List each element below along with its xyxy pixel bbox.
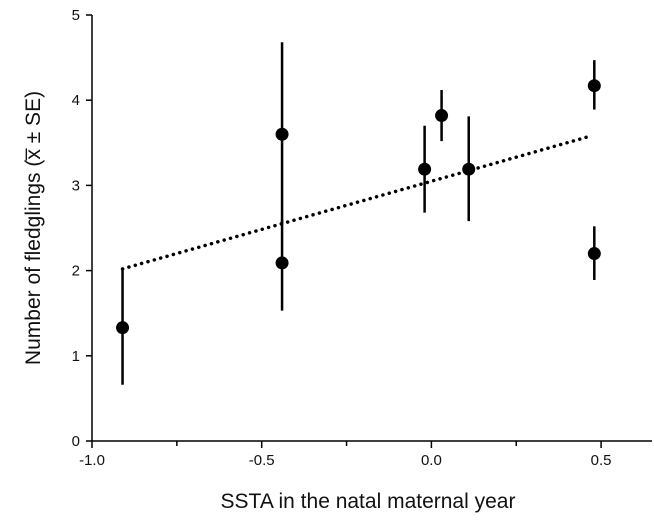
trend-line — [120, 134, 593, 271]
y-tick-label: 2 — [72, 263, 80, 280]
error-bars-group — [121, 42, 596, 385]
data-point — [587, 247, 601, 261]
data-point — [116, 321, 130, 335]
y-tick-label: 3 — [72, 177, 80, 194]
axes: 0 1 2 3 4 5 -1.0 -0.5 0.0 0.5 — [72, 7, 652, 469]
x-tick-label: -0.5 — [249, 452, 275, 469]
data-point — [418, 162, 432, 176]
data-point — [275, 127, 289, 141]
y-tick-label: 0 — [72, 433, 80, 450]
data-points-group — [116, 79, 601, 335]
y-tick-label: 1 — [72, 348, 80, 365]
y-axis-title: Number of fledglings (x̅ ± SE) — [22, 91, 45, 365]
y-tick-label: 5 — [72, 7, 80, 24]
x-tick-label: 0.0 — [421, 452, 442, 469]
data-point — [587, 79, 601, 93]
x-tick-label: 0.5 — [591, 452, 612, 469]
data-point — [462, 162, 476, 176]
data-point — [435, 109, 449, 123]
x-axis-title: SSTA in the natal maternal year — [221, 490, 516, 513]
trend-line-group — [120, 134, 593, 271]
x-tick-label: -1.0 — [79, 452, 105, 469]
y-tick-label: 4 — [72, 92, 80, 109]
data-point — [275, 256, 289, 270]
